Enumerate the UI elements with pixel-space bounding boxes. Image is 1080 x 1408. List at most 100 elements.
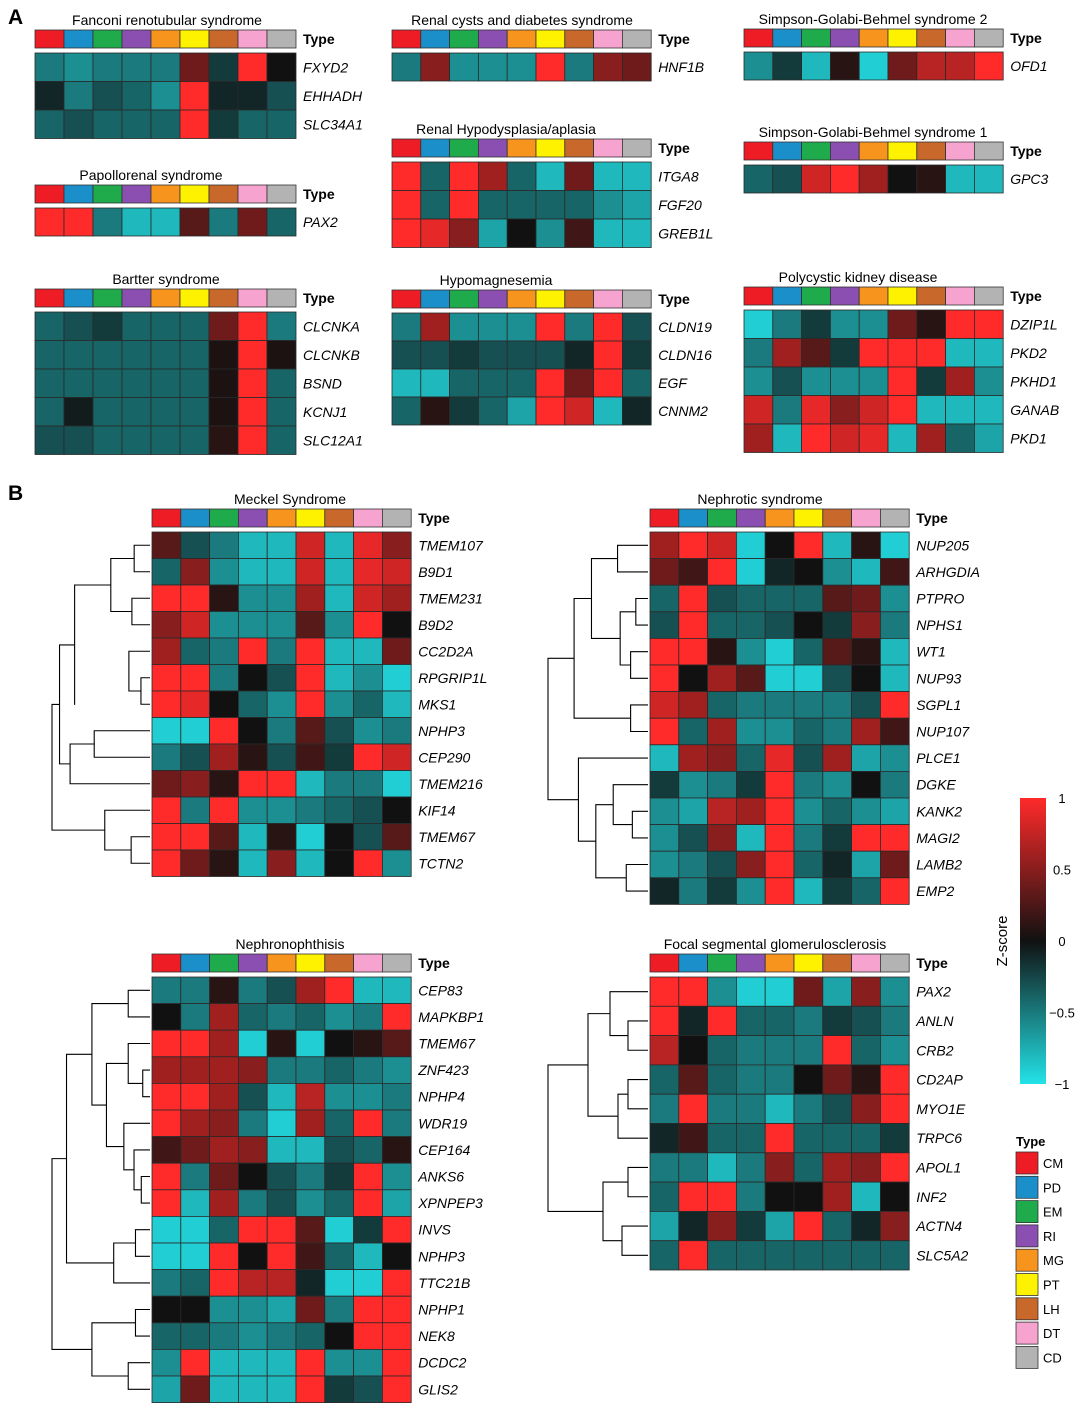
heatmap-cell [736,1240,766,1271]
heatmap-cell [151,1083,182,1111]
type-bar-em [449,289,479,309]
gene-label: GPC3 [1010,171,1048,187]
heatmap-cell [121,397,152,427]
heatmap-cell [535,312,566,342]
heatmap-cell [793,611,824,639]
heatmap-cell [180,976,211,1005]
heatmap-cell [237,1162,268,1191]
heatmap-cell [622,190,652,220]
type-bar-cm [391,29,422,49]
type-bar-dt [851,508,881,528]
heatmap-cell [649,1152,680,1183]
heatmap-sgbs2: Simpson-Golabi-Behmel syndrome 2 Type OFD1 [743,11,1048,81]
heatmap-cell [974,338,1004,368]
type-bar-cm [34,288,65,308]
heatmap-cell [381,1375,412,1404]
heatmap-cell [353,1136,383,1164]
gene-label: RPGRIP1L [418,670,487,686]
heatmap-cell [880,1240,910,1271]
heatmap-cell [381,1136,412,1164]
heatmap-cell [764,771,795,799]
dendrogram-branch [595,804,627,879]
heatmap-cell [151,1295,182,1324]
heatmap-cell [381,531,412,559]
heatmap-cell [851,797,881,826]
gene-label: APOL1 [915,1159,961,1175]
gene-label: LAMB2 [916,857,962,873]
legend-swatch-cm [1015,1151,1039,1175]
heatmap-cell [764,664,795,693]
type-bar-cd [622,289,652,309]
heatmap-cell [649,691,680,719]
heatmap-cell [564,312,594,342]
dendrogram-branch [134,1229,150,1257]
heatmap-cell [295,558,326,586]
heatmap-cell [707,1005,737,1036]
type-bar-em [209,508,239,528]
heatmap-cell [736,1005,766,1036]
heatmap-cell [324,611,354,639]
heatmap-cell [151,690,182,718]
heatmap-cell [209,1349,239,1377]
heatmap-cell [324,796,354,824]
dendrogram-branch [625,863,648,892]
heatmap-cell [381,796,412,824]
heatmap-cell [851,1240,881,1271]
heatmap-cell [449,396,479,426]
gene-label: INF2 [916,1189,947,1205]
heatmap-cell [266,1242,297,1271]
heatmap-cell [736,850,766,879]
heatmap-cell [736,1035,766,1066]
heatmap-cell [266,1136,297,1164]
heatmap-title: Hypomagnesemia [440,272,553,288]
heatmap-cell [887,395,918,425]
heatmap-cell [34,311,65,341]
heatmap-cell [793,638,824,666]
legend-label-em: EM [1043,1205,1063,1220]
heatmap-cell [793,976,824,1007]
gene-label: TMEM216 [418,776,483,792]
heatmap-cell [34,52,65,82]
heatmap-cell [151,1109,182,1138]
heatmap-cell [506,161,537,191]
gene-label: DCDC2 [418,1355,466,1371]
type-bar-dt [237,184,268,204]
heatmap-cell [151,1269,182,1297]
heatmap-cell [793,664,824,693]
heatmap-cell [34,397,65,427]
gene-label: WT1 [916,644,946,660]
dendrogram-branch [104,809,150,851]
heatmap-cell [180,849,211,877]
heatmap-cell [678,1240,708,1271]
heatmap-cell [237,1083,268,1111]
heatmap-cell [353,1216,383,1244]
dendrogram-branch [140,677,150,705]
heatmap-cell [764,744,795,772]
type-bar-pt [887,141,918,161]
heatmap-cell [63,109,94,139]
type-bar-dt [237,29,268,49]
heatmap-cell [295,976,326,1005]
heatmap-cell [764,717,795,746]
gene-label: TMEM67 [418,1036,476,1052]
heatmap-cell [324,1003,354,1031]
legend-title: Type [1016,1134,1045,1149]
type-bar-em [707,953,737,973]
dendrogram-branch [547,1064,603,1212]
gene-label: SLC5A2 [916,1247,968,1263]
gene-label: EGF [658,375,688,391]
type-label: Type [303,290,335,306]
gene-label: TCTN2 [418,855,463,871]
colorbar-title: Z-score [994,916,1011,967]
heatmap-cell [420,368,450,398]
heatmap-cell [736,558,766,586]
heatmap-cell [180,531,211,559]
heatmap-cell [381,558,412,586]
dendrogram-branch [142,1069,150,1098]
heatmap-cell [381,1189,412,1217]
dendrogram-branch [627,1079,648,1110]
legend-label-pd: PD [1043,1180,1061,1195]
heatmap-cell [209,1029,239,1058]
heatmap-cell [208,368,239,398]
gene-label: CEP290 [418,749,470,765]
